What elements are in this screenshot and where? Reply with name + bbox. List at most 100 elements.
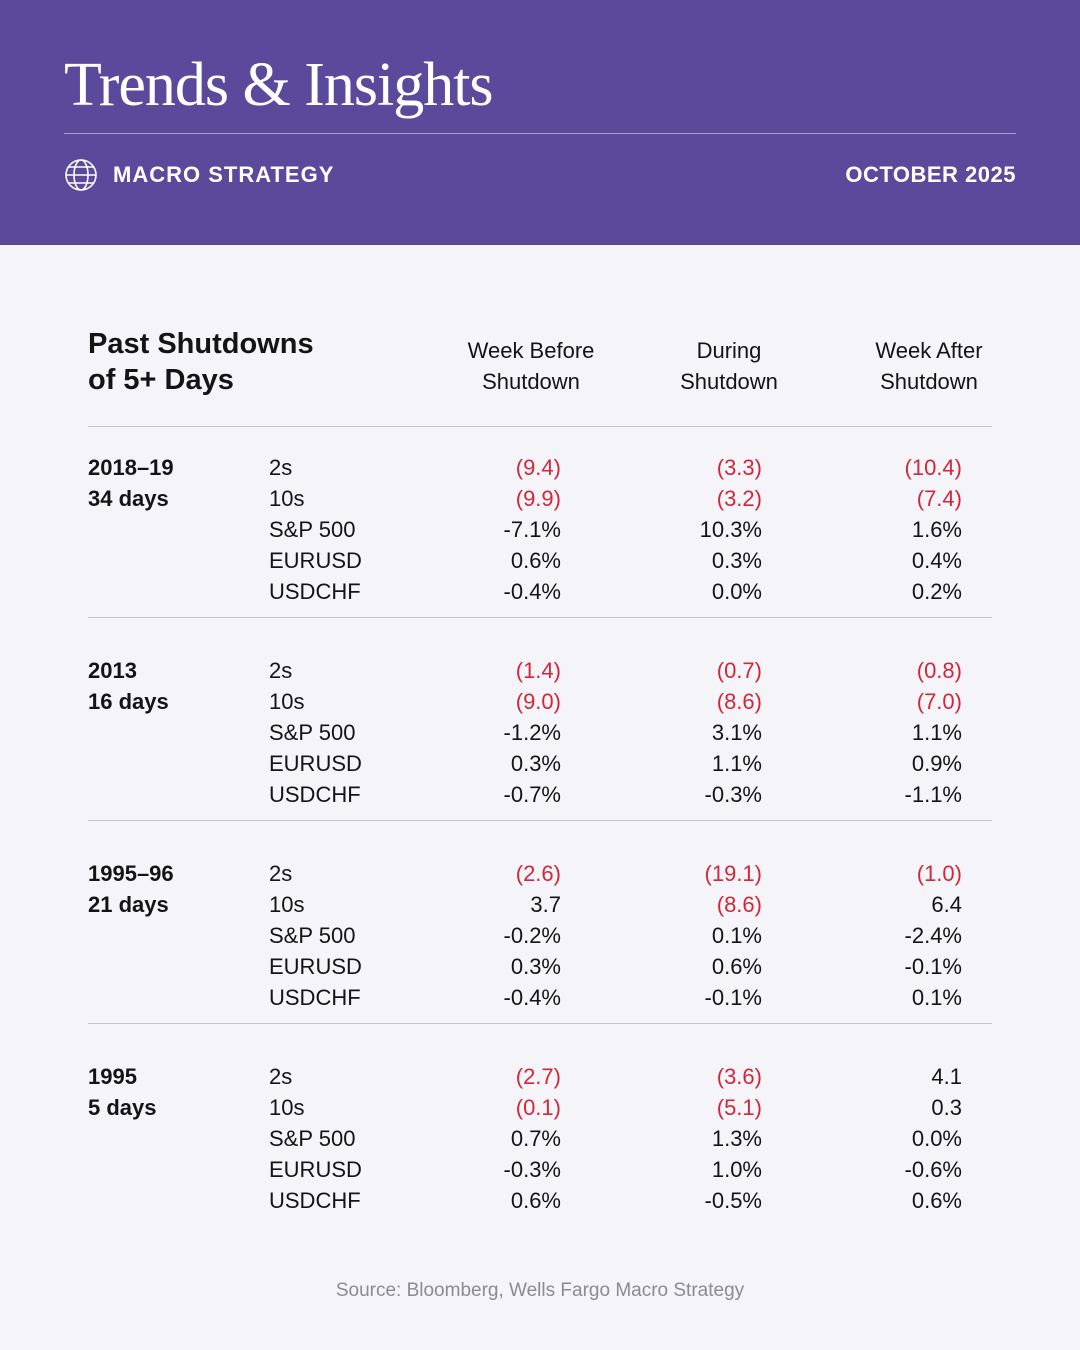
row-label: EURUSD [269,1157,362,1182]
value-cell: 1.0% [711,1157,762,1182]
value-cell: 1.6% [911,517,962,542]
value-cell: -0.4% [503,579,561,604]
source-note: Source: Bloomberg, Wells Fargo Macro Str… [335,1280,745,1301]
value-cell: 0.0% [711,579,762,604]
value-cell: 0.3% [510,954,561,979]
row-label: USDCHF [269,985,361,1010]
value-cell: 1.1% [711,751,762,776]
divider [64,133,1016,134]
period: 2013 [88,658,137,683]
row-label: S&P 500 [269,517,356,542]
value-cell: 3.1% [711,720,762,745]
row-label: 10s [269,1095,305,1120]
value-cell: 1.3% [711,1126,762,1151]
row-label: EURUSD [269,548,362,573]
value-cell: -0.3% [503,1157,561,1182]
row-label: 10s [269,486,305,511]
value-cell: (1.0) [916,861,962,886]
value-cell: (9.4) [515,455,561,480]
row-label: 10s [269,892,305,917]
date: OCTOBER 2025 [845,162,1016,187]
value-cell: -0.2% [503,923,561,948]
value-cell: 0.0% [911,1126,962,1151]
value-cell: -2.4% [904,923,962,948]
value-cell: 0.2% [911,579,962,604]
row-label: USDCHF [269,579,361,604]
row-divider [88,1023,992,1024]
row-label: S&P 500 [269,720,356,745]
value-cell: 0.6% [911,1188,962,1213]
value-cell: (9.0) [515,689,561,714]
row-label: EURUSD [269,751,362,776]
column-header: Week After Shutdown [875,338,983,394]
value-cell: 0.3% [510,751,561,776]
title: Trends & Insights [64,51,494,119]
row-divider [88,426,992,427]
row-divider [88,617,992,618]
value-cell: 0.1% [911,985,962,1010]
value-cell: (1.4) [515,658,561,683]
value-cell: 6.4 [931,892,962,917]
globe-icon [65,159,97,191]
duration: 5 days [88,1095,157,1120]
row-label: EURUSD [269,954,362,979]
column-header: Week Before Shutdown [467,338,595,394]
row-label: USDCHF [269,1188,361,1213]
header-banner: Trends & Insights MACRO STRATEGY OCTOBER… [0,0,1080,245]
value-cell: (5.1) [716,1095,762,1120]
value-cell: (7.0) [916,689,962,714]
value-cell: (10.4) [904,455,962,480]
period: 2018–19 [88,455,174,480]
row-label: USDCHF [269,782,361,807]
value-cell: 0.6% [510,548,561,573]
value-cell: (2.6) [515,861,561,886]
value-cell: -7.1% [503,517,561,542]
value-cell: -0.3% [704,782,762,807]
value-cell: (8.6) [716,689,762,714]
value-cell: (0.1) [515,1095,561,1120]
value-cell: 0.3% [711,548,762,573]
row-label: S&P 500 [269,1126,356,1151]
value-cell: 0.3 [931,1095,962,1120]
table-heading: Past Shutdowns of 5+ Days [88,328,314,396]
value-cell: (0.7) [716,658,762,683]
value-cell: 4.1 [931,1064,962,1089]
value-cell: 0.6% [510,1188,561,1213]
value-cell: (3.6) [716,1064,762,1089]
value-cell: -0.1% [904,954,962,979]
row-label: S&P 500 [269,923,356,948]
value-cell: 0.9% [911,751,962,776]
row-label: 2s [269,658,293,683]
value-cell: -1.1% [904,782,962,807]
value-cell: -0.1% [704,985,762,1010]
value-cell: 0.7% [510,1126,561,1151]
duration: 16 days [88,689,169,714]
value-cell: (0.8) [916,658,962,683]
value-cell: 3.7 [530,892,561,917]
value-cell: -1.2% [503,720,561,745]
period: 1995–96 [88,861,174,886]
period: 1995 [88,1064,137,1089]
value-cell: 0.6% [711,954,762,979]
column-header: During Shutdown [680,338,778,394]
value-cell: 10.3% [699,517,762,542]
value-cell: (9.9) [515,486,561,511]
row-divider [88,820,992,821]
row-label: 10s [269,689,305,714]
value-cell: -0.5% [704,1188,762,1213]
value-cell: 1.1% [911,720,962,745]
value-cell: 0.1% [711,923,762,948]
value-cell: (3.2) [716,486,762,511]
value-cell: 0.4% [911,548,962,573]
row-label: 2s [269,1064,293,1089]
value-cell: (8.6) [716,892,762,917]
value-cell: (19.1) [704,861,762,886]
row-label: 2s [269,861,293,886]
value-cell: -0.7% [503,782,561,807]
duration: 34 days [88,486,169,511]
value-cell: -0.6% [904,1157,962,1182]
value-cell: (2.7) [515,1064,561,1089]
value-cell: -0.4% [503,985,561,1010]
duration: 21 days [88,892,169,917]
